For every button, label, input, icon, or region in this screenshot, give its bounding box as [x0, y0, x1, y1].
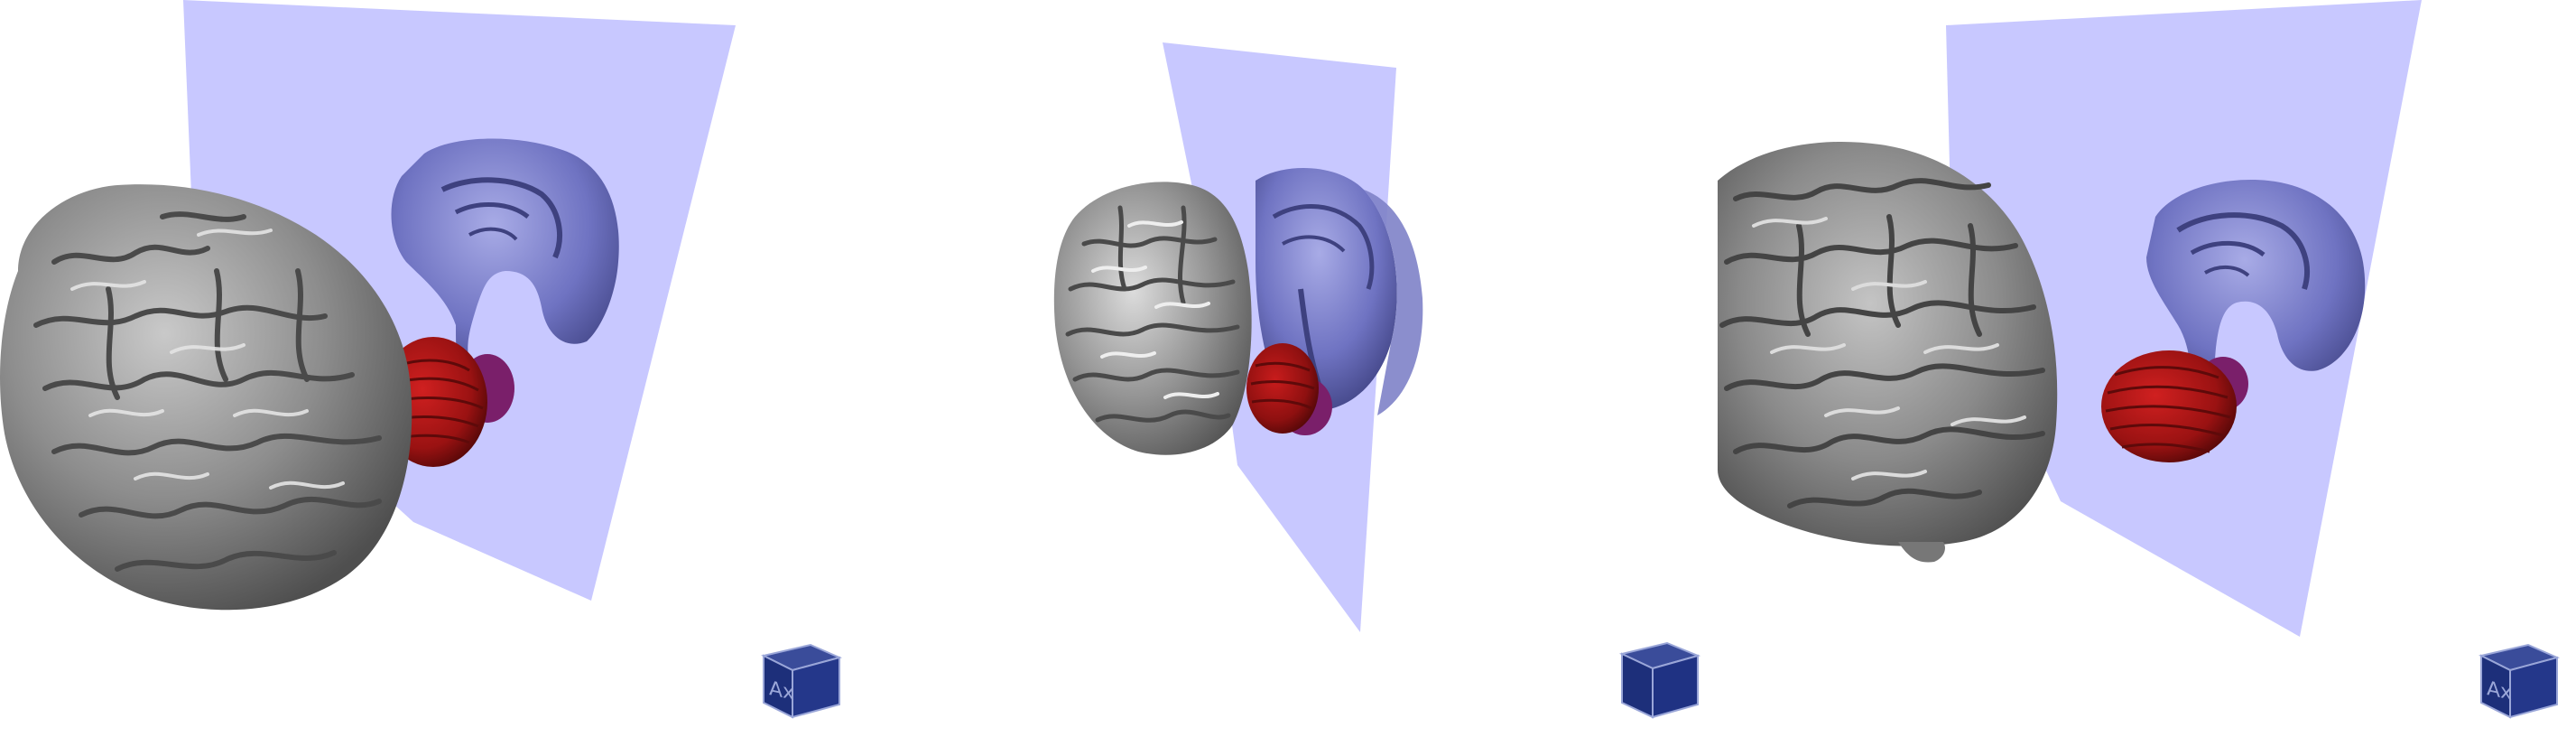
orientation-cube-right[interactable]: Ax: [2474, 634, 2564, 723]
brain-cortex-right-hemisphere: [1364, 190, 1423, 415]
cube-label: Ax: [769, 676, 794, 705]
midsagittal-surface: [2146, 180, 2366, 410]
midsagittal-surface: [391, 138, 619, 386]
cerebellum: [2101, 350, 2237, 462]
brain-cortex: [1053, 182, 1252, 455]
cube-label: Ax: [2487, 676, 2512, 705]
viewport-left[interactable]: Ax: [0, 0, 858, 737]
orientation-cube-icon: Ax: [2479, 643, 2561, 719]
orientation-cube-left[interactable]: Ax: [756, 634, 847, 723]
orientation-cube-icon: Ax: [761, 643, 843, 719]
viewport-center[interactable]: [858, 0, 1718, 737]
brain-cortex: [0, 184, 412, 611]
scene-left[interactable]: [0, 0, 858, 737]
scene-center[interactable]: [858, 0, 1718, 737]
viewport-right[interactable]: Ax: [1718, 0, 2576, 737]
brain-cortex: [1718, 141, 2058, 563]
orientation-cube-icon: [1618, 641, 1701, 719]
orientation-cube-center[interactable]: [1615, 634, 1705, 723]
scene-right[interactable]: [1718, 0, 2576, 737]
cerebellum: [1246, 343, 1319, 434]
